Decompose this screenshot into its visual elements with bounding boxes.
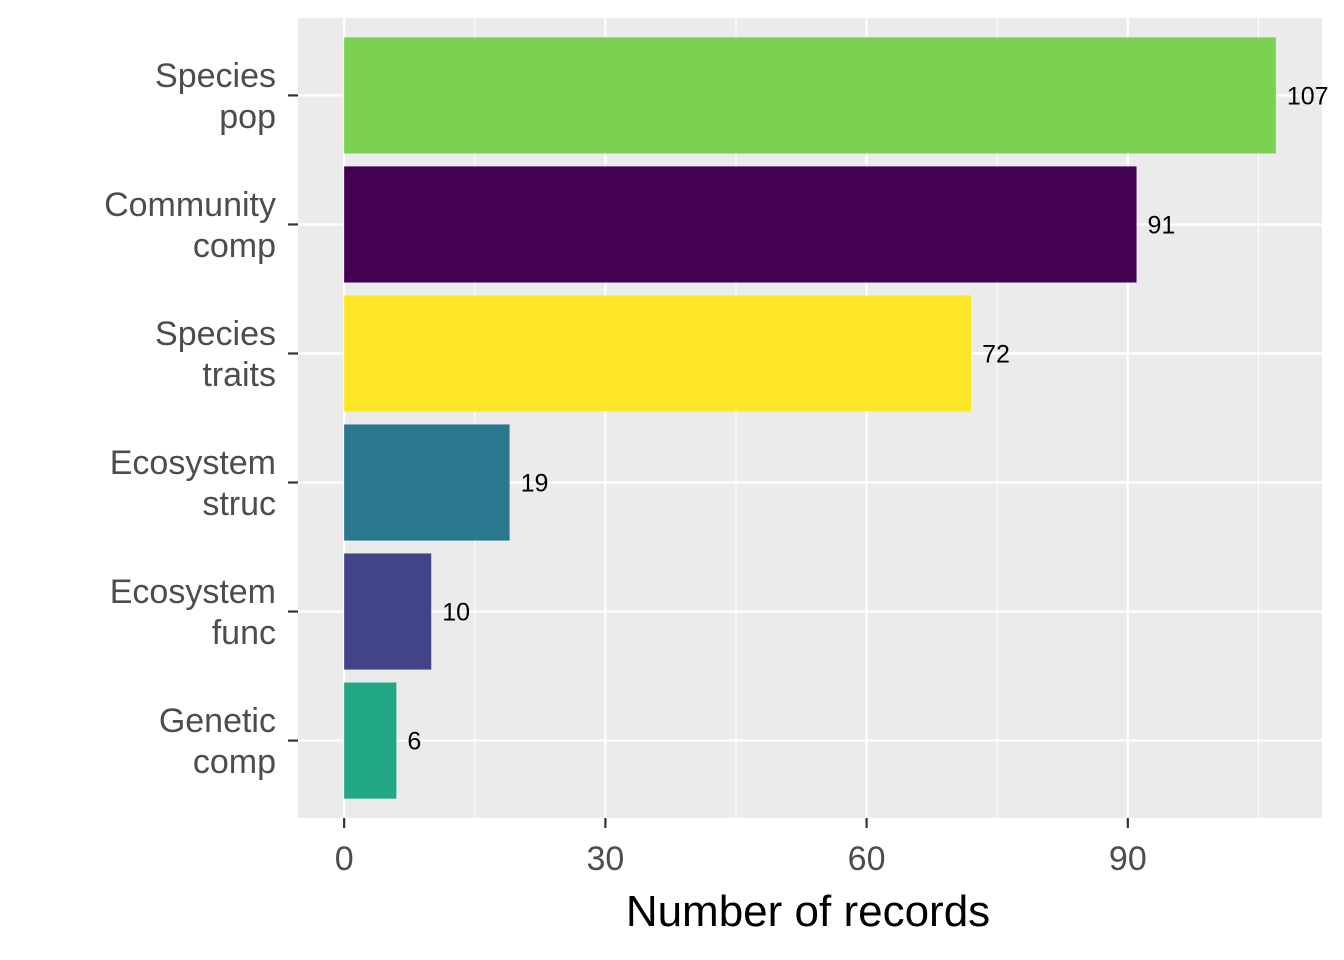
y-tick-label: Species pop <box>155 57 276 136</box>
x-tick-label: 60 <box>848 840 886 878</box>
x-tick-label: 30 <box>586 840 624 878</box>
x-tick-label: 0 <box>335 840 354 878</box>
y-tick-label: Ecosystem func <box>110 573 276 652</box>
bar-value-label: 10 <box>442 599 470 627</box>
bar <box>344 682 397 799</box>
bar-value-label: 91 <box>1148 211 1176 239</box>
y-axis: Species pop Community comp Species traits Ecos… <box>104 57 298 781</box>
x-axis-title: Number of records <box>626 887 990 936</box>
bar <box>344 166 1137 283</box>
bar <box>344 37 1276 154</box>
bar <box>344 295 972 412</box>
bar-value-label: 6 <box>407 728 421 756</box>
bar-value-label: 72 <box>982 340 1010 368</box>
bars <box>344 37 1276 799</box>
bar <box>344 424 510 541</box>
data-labels: 107 91 72 19 10 6 <box>407 82 1328 755</box>
bar-value-label: 19 <box>521 470 549 498</box>
x-tick-label: 90 <box>1109 840 1147 878</box>
y-tick-label: Species traits <box>155 315 276 394</box>
bar <box>344 553 432 670</box>
y-tick-label: Genetic comp <box>159 702 276 781</box>
bar-value-label: 107 <box>1287 82 1329 110</box>
y-tick-label: Community comp <box>104 186 276 265</box>
y-tick-label: Ecosystem struc <box>110 444 276 523</box>
x-axis: 0 30 60 90 <box>335 818 1147 878</box>
